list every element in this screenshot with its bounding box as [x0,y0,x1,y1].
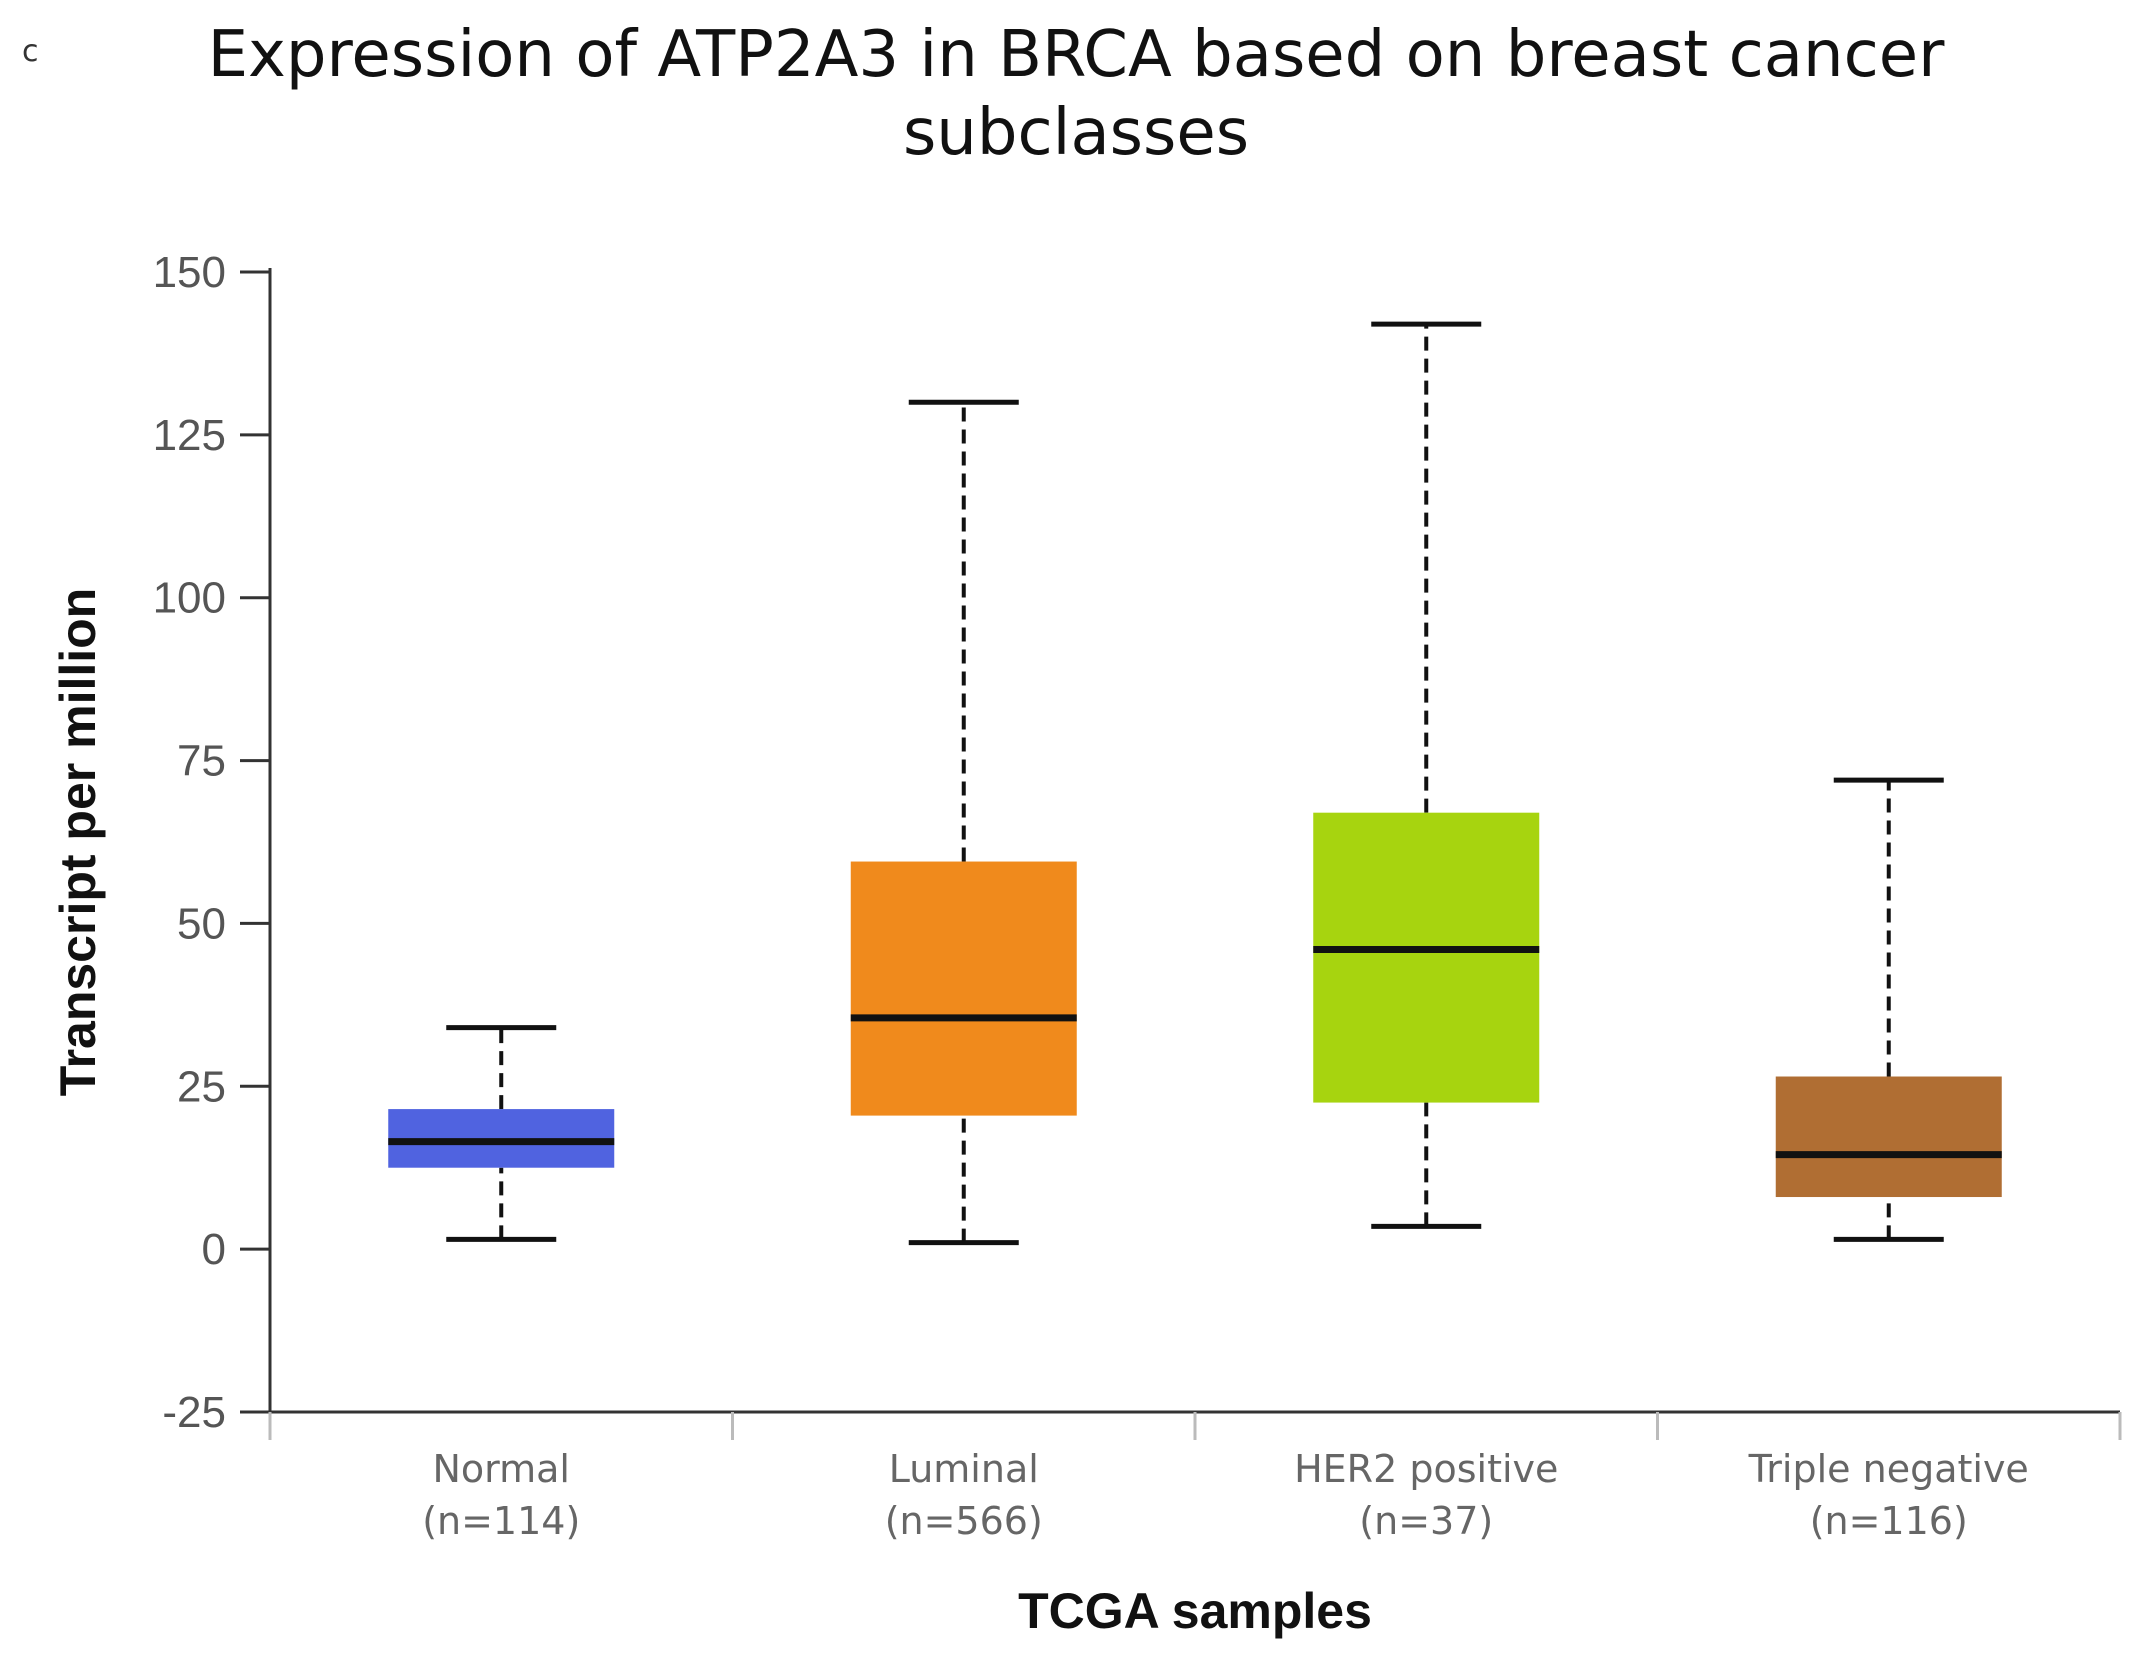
y-tick-label: 100 [153,574,226,623]
box-her2-positive [1313,321,1540,1229]
x-category-count: (n=114) [422,1499,580,1543]
axes [240,268,2122,1440]
chart-title-line-2: subclasses [902,96,1250,170]
boxes [388,321,2002,1246]
box-triple-negative [1775,777,2002,1242]
chart-title: Expression of ATP2A3 in BRCA based on br… [80,16,2072,172]
box-normal [388,1025,615,1242]
x-category-label: Triple negative [1748,1447,2029,1491]
y-tick-label: -25 [162,1388,226,1437]
panel-label: c [22,34,39,69]
x-axis-title: TCGA samples [1018,1583,1372,1639]
iqr-box [1775,1076,2002,1198]
y-tick-label: 125 [153,411,226,460]
y-tick-label: 25 [177,1062,226,1111]
box-luminal [850,399,1077,1246]
x-category-label: Luminal [889,1447,1039,1491]
y-tick-label: 0 [202,1225,226,1274]
x-category-label: Normal [433,1447,571,1491]
y-tick-label: 50 [177,899,226,948]
y-axis-title: Transcript per million [50,588,106,1096]
x-category-count: (n=116) [1810,1499,1968,1543]
iqr-box [1313,812,1540,1103]
y-tick-label: 75 [177,737,226,786]
x-category-count: (n=37) [1359,1499,1493,1543]
y-tick-label: 150 [153,248,226,297]
x-category-label: HER2 positive [1294,1447,1558,1491]
iqr-box [850,861,1077,1116]
x-category-count: (n=566) [885,1499,1043,1543]
chart-title-line-1: Expression of ATP2A3 in BRCA based on br… [207,18,1945,92]
labels: -25 0 25 50 75 100 125 150 Normal (n=114) Luminal (… [50,248,2029,1639]
